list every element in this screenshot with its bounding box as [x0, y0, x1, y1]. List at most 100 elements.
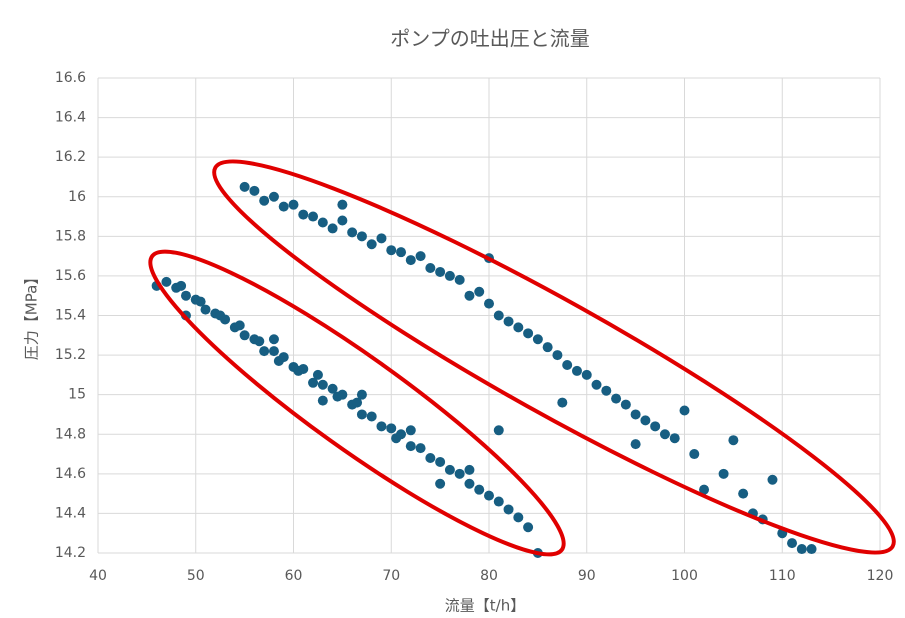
y-tick-label: 14.4	[55, 505, 86, 521]
data-point	[376, 233, 387, 244]
data-point	[405, 425, 416, 436]
data-point	[689, 449, 700, 460]
data-point	[308, 377, 319, 388]
x-tick-label: 60	[285, 568, 303, 584]
data-point	[366, 239, 377, 250]
grid: 14.2 14.4 14.6 14.8 15 15.2 15.4 15.6 15.8 16 16.2…	[55, 70, 894, 584]
data-point	[405, 441, 416, 452]
y-tick-label: 15.4	[55, 308, 86, 324]
data-point	[601, 385, 612, 396]
data-point	[259, 346, 270, 357]
data-point	[444, 270, 455, 281]
data-point	[376, 421, 387, 432]
data-point	[620, 399, 631, 410]
data-point	[268, 346, 279, 357]
data-point	[523, 522, 534, 533]
data-point	[268, 191, 279, 202]
data-point	[454, 468, 465, 479]
data-point	[415, 443, 426, 454]
data-point	[405, 255, 416, 266]
data-point	[425, 263, 436, 273]
data-point	[571, 365, 582, 376]
data-point	[386, 423, 397, 434]
data-point	[278, 352, 289, 363]
data-point	[347, 227, 358, 238]
data-point	[337, 199, 348, 210]
highlight-ellipse	[148, 249, 566, 557]
data-point	[352, 397, 363, 408]
data-point	[493, 310, 504, 321]
data-point	[464, 478, 475, 489]
x-tick-label: 110	[769, 568, 796, 584]
data-point	[249, 185, 260, 196]
data-point	[474, 286, 485, 297]
data-point	[542, 342, 553, 353]
data-point	[396, 429, 407, 440]
data-point	[659, 429, 670, 440]
x-axis-label: 流量【t/h】	[445, 597, 525, 615]
data-point	[557, 397, 568, 408]
annotations	[148, 159, 896, 557]
x-tick-label: 120	[867, 568, 894, 584]
data-point	[234, 320, 245, 331]
y-tick-label: 15.8	[55, 228, 86, 244]
data-point	[640, 415, 651, 426]
data-point	[180, 290, 191, 301]
data-point	[298, 209, 309, 220]
data-point	[278, 201, 289, 212]
data-point	[532, 334, 543, 345]
data-point	[650, 421, 661, 432]
y-tick-label: 16	[68, 189, 86, 205]
data-point	[767, 474, 778, 485]
data-point	[464, 290, 475, 301]
data-point	[679, 405, 690, 416]
chart-title: ポンプの吐出圧と流量	[390, 27, 589, 51]
data-point	[308, 211, 319, 222]
data-point	[317, 395, 328, 406]
data-point	[327, 223, 338, 234]
y-tick-label: 16.4	[55, 110, 86, 126]
x-tick-label: 50	[187, 568, 205, 584]
data-point	[356, 409, 367, 420]
data-point	[513, 512, 524, 523]
data-point	[513, 322, 524, 333]
y-axis-label: 圧力【MPa】	[23, 270, 41, 361]
x-tick-label: 100	[671, 568, 698, 584]
data-point	[562, 359, 573, 370]
data-point	[435, 456, 446, 467]
data-point	[317, 379, 328, 390]
data-point	[484, 298, 494, 309]
data-point	[552, 350, 563, 361]
data-point	[298, 363, 309, 374]
data-point	[630, 439, 641, 450]
data-point	[317, 217, 328, 228]
data-point	[337, 215, 348, 226]
x-tick-label: 80	[480, 568, 498, 584]
data-point	[611, 393, 622, 404]
data-point	[728, 435, 739, 446]
data-point	[699, 484, 710, 495]
data-point	[337, 389, 348, 400]
data-point	[239, 330, 250, 341]
data-point	[312, 369, 323, 380]
data-point	[787, 538, 798, 549]
data-point	[454, 274, 465, 285]
data-point	[200, 304, 211, 315]
x-tick-label: 90	[578, 568, 596, 584]
y-tick-label: 16.6	[55, 70, 86, 86]
data-point	[259, 195, 270, 206]
data-point	[386, 245, 397, 256]
highlight-ellipse	[212, 159, 896, 555]
data-point	[581, 369, 592, 380]
data-point	[356, 231, 367, 242]
y-tick-label: 16.2	[55, 149, 86, 165]
data-point	[356, 389, 367, 400]
data-point	[161, 276, 172, 287]
data-point	[474, 484, 485, 495]
data-point	[254, 336, 265, 347]
y-tick-label: 14.8	[55, 426, 86, 442]
data-point	[523, 328, 534, 339]
data-point	[415, 251, 426, 262]
y-tick-label: 14.6	[55, 466, 86, 482]
